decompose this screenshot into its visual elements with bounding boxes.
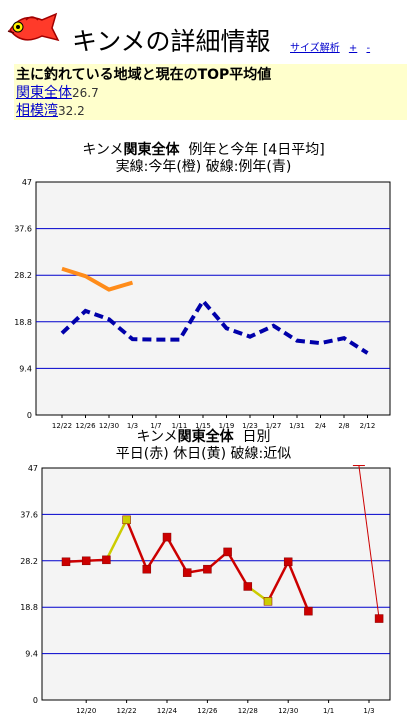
chart1-x-tick-label: 1/7: [150, 422, 161, 430]
chart2-title: キンメ関東全体 日別: [0, 429, 407, 446]
chart1-subtitle: 実線:今年(橙) 破線:例年(青): [115, 159, 292, 175]
chart2-plot-area: [41, 467, 391, 701]
chart1-plot-area: [35, 181, 391, 416]
chart2-x-tick-label: 1/1: [323, 707, 334, 715]
chart2-weekday-point: [182, 568, 192, 577]
chart1-x-tick-label: 1/15: [195, 422, 211, 430]
chart2-weekday-point: [203, 564, 212, 574]
size-analysis-link[interactable]: サイズ解析: [290, 43, 340, 54]
chart2-x-tick-label: 12/26: [197, 707, 218, 715]
chart1-x-tick-label: 12/22: [52, 422, 72, 430]
chart2-trend-line: [358, 465, 380, 619]
chart2-x-tick-label: 12/28: [238, 707, 258, 715]
area-value-sagami: 32.2: [58, 104, 85, 118]
area-value-kanto: 26.7: [72, 86, 99, 100]
summary-row-kanto: 関東全体26.7: [16, 84, 99, 102]
chart2-segment: [226, 551, 249, 588]
chart2-weekday-point: [81, 556, 91, 566]
chart2-weekday-point: [243, 582, 253, 591]
chart1-x-tick-label: 1/3: [127, 422, 138, 430]
chart2-y-tick-label: 47: [28, 464, 38, 473]
area-link-kanto[interactable]: 関東全体: [16, 85, 72, 101]
summary-heading: 主に釣れている地域と現在のTOP平均値: [16, 67, 272, 83]
chart1-x-tick-label: 1/31: [289, 422, 305, 430]
top-area-summary: 主に釣れている地域と現在のTOP平均値 関東全体26.7 相模湾32.2: [14, 64, 407, 120]
summary-row-sagami: 相模湾32.2: [16, 102, 85, 120]
chart1-y-tick-label: 28.2: [14, 271, 32, 280]
zoom-in-link[interactable]: +: [348, 43, 358, 54]
chart2-weekday-point: [223, 547, 232, 557]
chart2-x-tick-label: 12/20: [76, 707, 96, 715]
chart1-y-tick-label: 0: [27, 411, 32, 420]
chart1-title-suffix: 例年と今年 [4日平均]: [188, 142, 325, 158]
chart1-x-tick-label: 2/8: [338, 422, 349, 430]
chart2-y-tick-label: 0: [33, 696, 38, 705]
chart2-y-tick-label: 9.4: [25, 650, 38, 659]
kinmedai-fish-icon: [7, 12, 60, 42]
chart2-segment: [145, 536, 169, 570]
chart2-weekday-point: [142, 564, 152, 574]
chart1-y-tick-label: 18.8: [14, 318, 32, 327]
chart1-series-average-year: [60, 297, 369, 355]
chart1-y-tick-label: 47: [22, 178, 32, 187]
chart1-container: 0 9.4 18.8 28.2 37.6 47 12/22 12/26 12/30 1/3 1/7 1…: [0, 176, 407, 436]
chart1-title: キンメ関東全体 例年と今年 [4日平均]: [0, 142, 407, 159]
chart2-title-suffix: 日別: [242, 429, 271, 445]
chart2-x-tick-label: 12/24: [157, 707, 178, 715]
chart1-y-tick-label: 37.6: [14, 225, 32, 234]
zoom-out-link[interactable]: -: [366, 43, 371, 54]
chart2-container: 0 9.4 18.8 28.2 37.6 47 12/20 12/22 12/24 12/26 12…: [0, 462, 407, 725]
chart2-segment: [165, 536, 189, 574]
chart2-x-tick-label: 12/30: [278, 707, 298, 715]
chart1-title-area: 関東全体: [123, 142, 180, 158]
chart2-holiday-point: [263, 597, 273, 606]
chart2-y-tick-label: 37.6: [20, 510, 38, 519]
chart1-x-tick-label: 2/4: [315, 422, 327, 430]
chart2-weekday-point: [374, 614, 384, 623]
chart2-holiday-point: [122, 515, 131, 525]
chart2-y-tick-label: 28.2: [20, 557, 38, 566]
chart2-x-tick-label: 12/22: [117, 707, 137, 715]
chart2-segment: [125, 519, 148, 570]
chart1-x-tick-label: 12/26: [75, 422, 96, 430]
chart2-title-area: 関東全体: [177, 429, 234, 445]
chart1-y-tick-label: 9.4: [19, 364, 32, 373]
chart1-series-this-year: [61, 266, 134, 292]
chart1-x-tick-label: 1/11: [172, 422, 188, 430]
chart2-subtitle: 平日(赤) 休日(黄) 破線:近似: [115, 446, 292, 462]
page-title: キンメの詳細情報: [72, 27, 271, 56]
chart1-x-tick-label: 1/27: [266, 422, 282, 430]
daily-chart: 0 9.4 18.8 28.2 37.6 47 12/20 12/22 12/24 12/26 12…: [20, 464, 391, 715]
header-links: サイズ解析 + -: [290, 42, 370, 56]
chart1-x-tick-label: 2/12: [360, 422, 376, 430]
chart2-weekday-point: [304, 606, 313, 616]
yearly-comparison-chart: 0 9.4 18.8 28.2 37.6 47 12/22 12/26 12/30 1/3 1/7 1…: [14, 178, 391, 430]
chart2-weekday-point: [61, 557, 71, 567]
chart2-weekday-point: [162, 532, 172, 542]
chart1-x-tick-label: 1/23: [242, 422, 258, 430]
chart2-weekday-point: [102, 555, 111, 565]
chart2-x-tick-label: 1/3: [363, 707, 374, 715]
chart2-y-tick-label: 18.8: [20, 603, 38, 612]
chart1-title-prefix: キンメ: [82, 142, 124, 158]
area-link-sagami[interactable]: 相模湾: [16, 103, 58, 119]
chart2-weekday-point: [283, 557, 293, 567]
chart2-title-prefix: キンメ: [136, 429, 178, 445]
chart2-segment: [287, 561, 310, 612]
chart1-x-tick-label: 1/19: [219, 422, 235, 430]
chart1-x-tick-label: 12/30: [99, 422, 119, 430]
chart2-segment: [105, 519, 128, 561]
chart2-segment: [266, 561, 290, 602]
header: キンメの詳細情報 サイズ解析 + -: [0, 0, 407, 64]
